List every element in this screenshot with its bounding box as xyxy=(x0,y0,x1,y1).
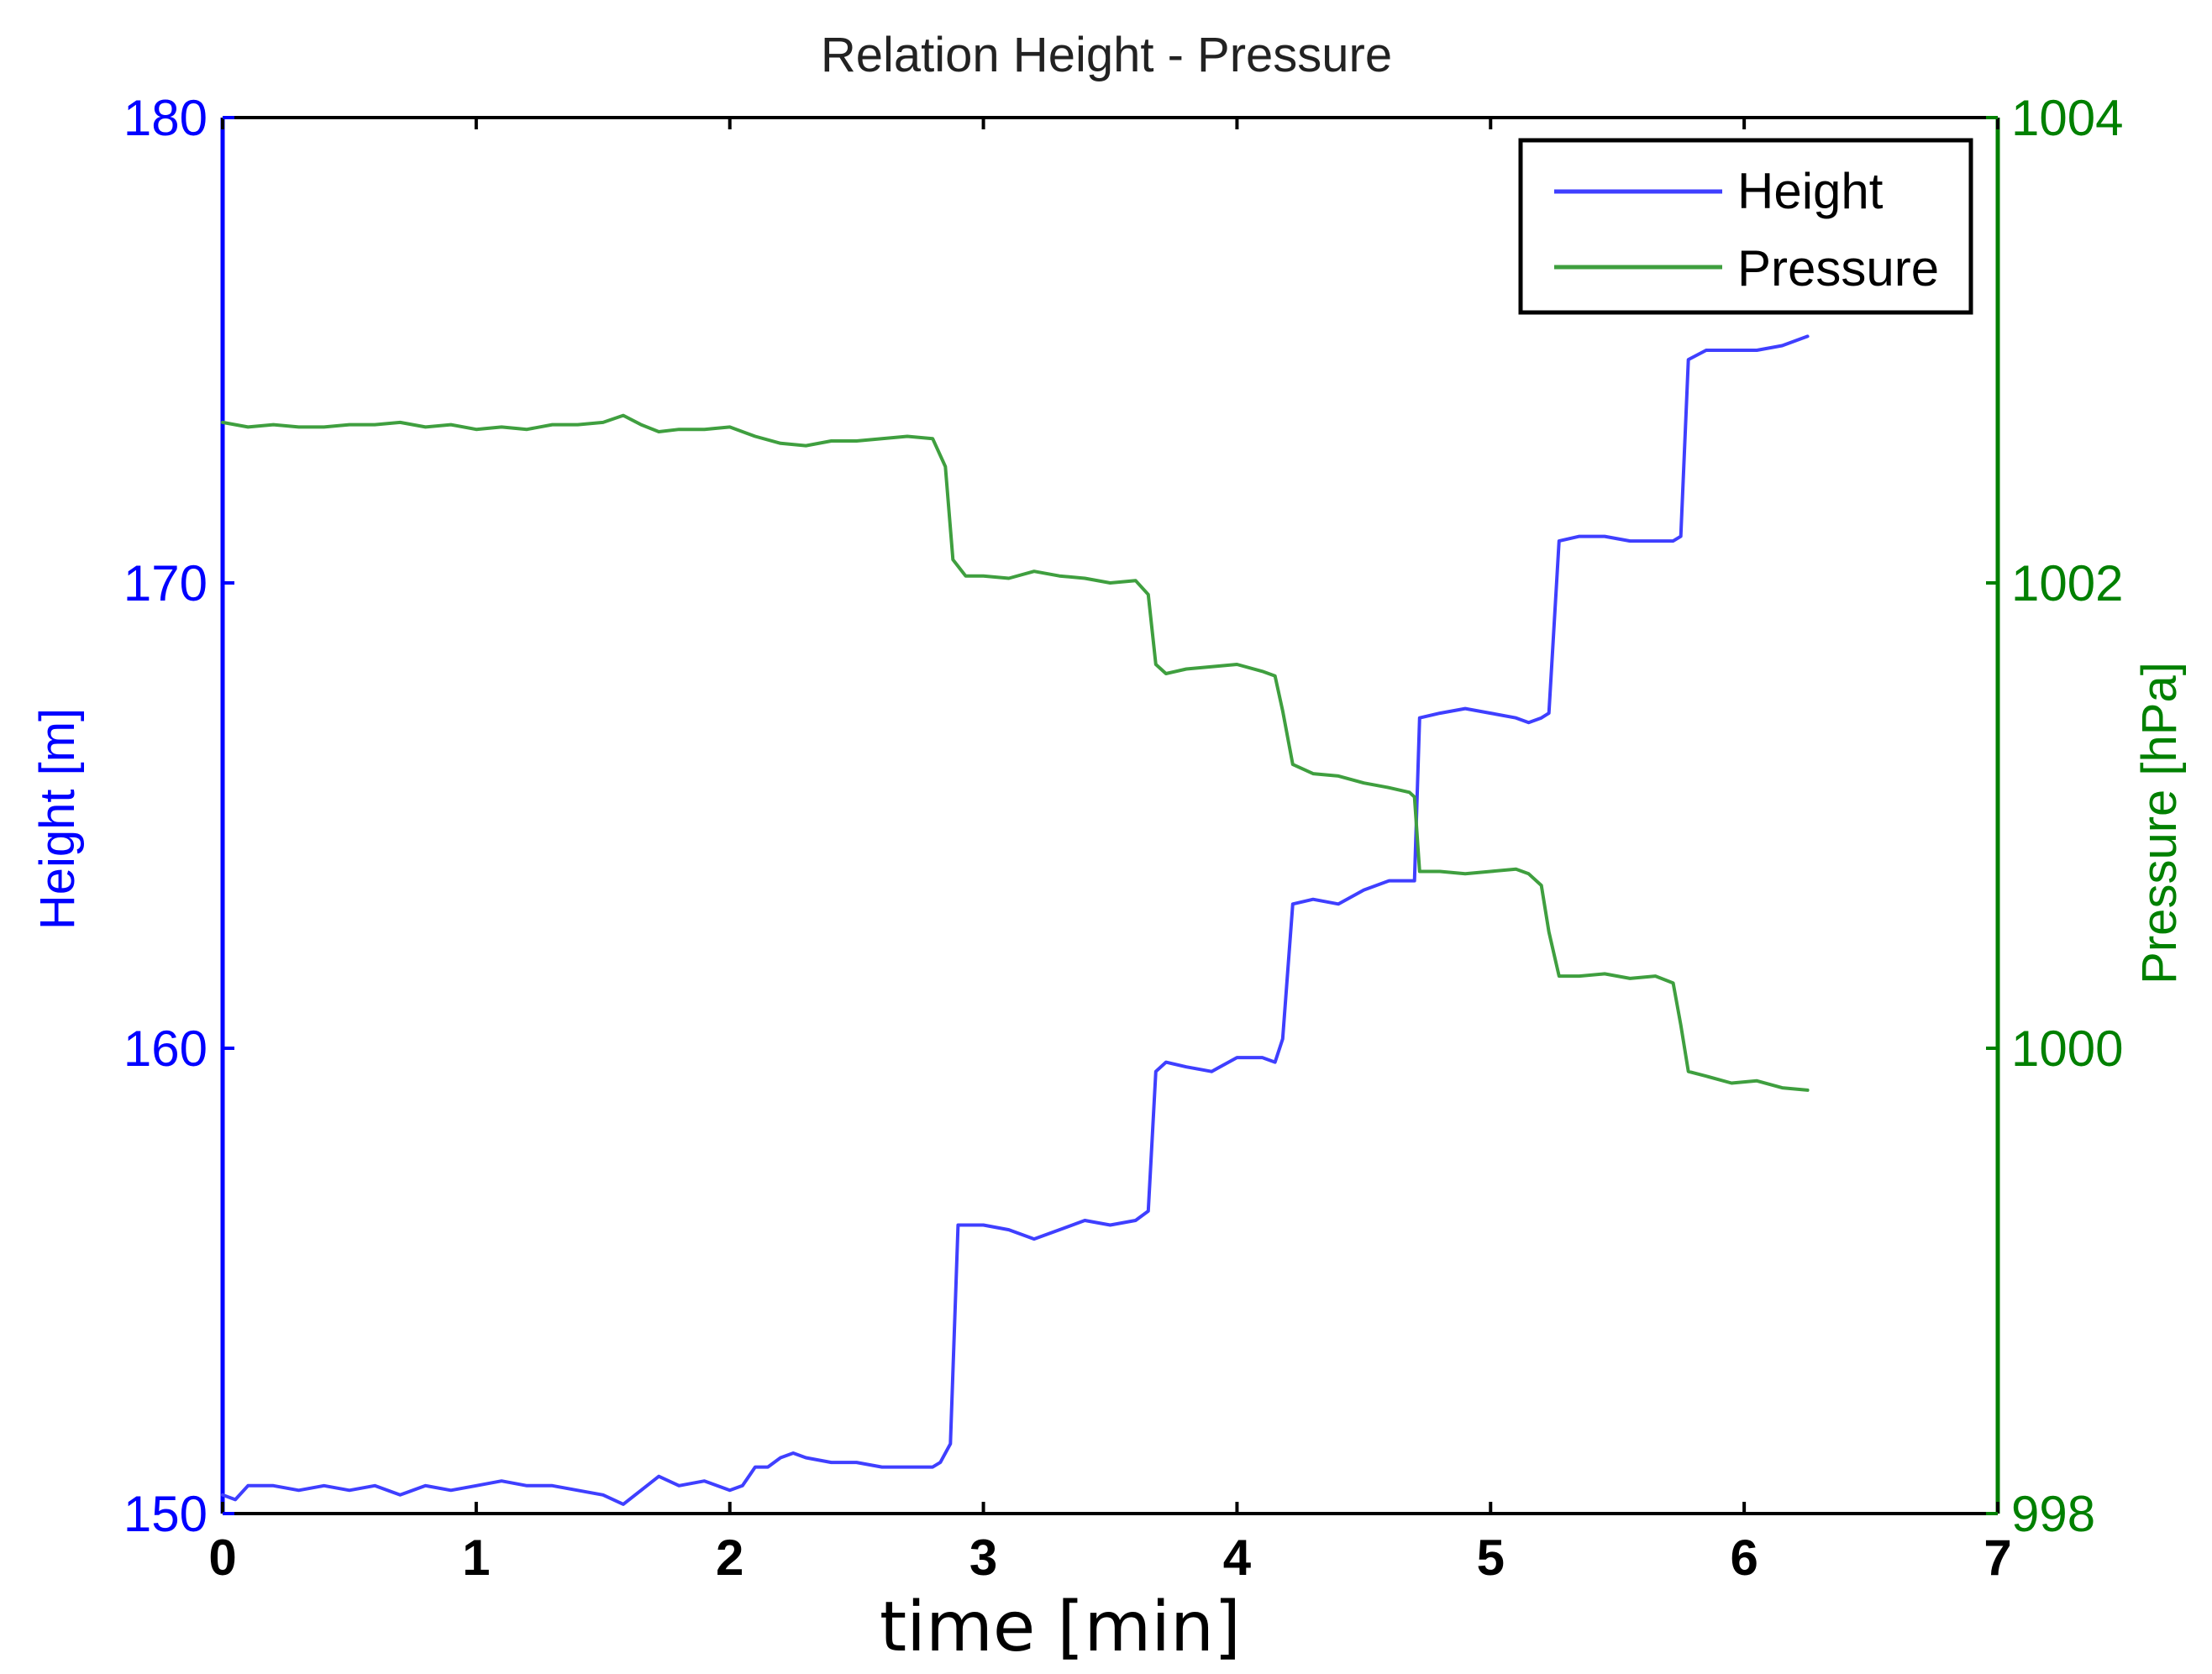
x-tick-label-1: 1 xyxy=(462,1530,490,1586)
x-axis-title: time [min] xyxy=(880,1587,1241,1667)
right-tick-label-1: 1000 xyxy=(2011,1021,2123,1077)
left-tick-label-2: 170 xyxy=(123,555,208,611)
left-axis-title: Height [m] xyxy=(30,708,85,930)
x-tick-label-0: 0 xyxy=(208,1530,236,1586)
plot-frame xyxy=(220,116,2000,1515)
x-axis-ticks: 0 1 2 3 4 5 6 7 xyxy=(208,118,2012,1586)
right-tick-label-3: 1004 xyxy=(2011,90,2123,146)
left-tick-label-3: 180 xyxy=(123,90,208,146)
x-tick-label-7: 7 xyxy=(1983,1530,2011,1586)
legend: Height Pressure xyxy=(1518,138,1973,315)
right-tick-label-0: 998 xyxy=(2011,1486,2095,1542)
x-tick-label-5: 5 xyxy=(1477,1530,1505,1586)
legend-label-pressure: Pressure xyxy=(1737,240,1939,296)
right-axis-title: Pressure [hPa] xyxy=(2132,662,2187,984)
chart-title: Relation Height - Pressure xyxy=(821,28,1392,82)
left-tick-label-0: 150 xyxy=(123,1486,208,1542)
legend-box xyxy=(1518,138,1973,315)
x-tick-label-2: 2 xyxy=(716,1530,743,1586)
legend-label-height: Height xyxy=(1737,163,1884,219)
x-tick-label-4: 4 xyxy=(1223,1530,1252,1586)
series-layer xyxy=(221,334,1810,1506)
series-line-pressure xyxy=(221,413,1810,1092)
x-tick-label-3: 3 xyxy=(969,1530,997,1586)
left-axis-ticks: 150 160 170 180 xyxy=(123,90,234,1542)
series-line-height xyxy=(221,334,1810,1506)
right-tick-label-2: 1002 xyxy=(2011,555,2123,611)
x-tick-label-6: 6 xyxy=(1730,1530,1758,1586)
left-tick-label-1: 160 xyxy=(123,1021,208,1077)
right-axis-ticks: 998 1000 1002 1004 xyxy=(1986,90,2123,1542)
